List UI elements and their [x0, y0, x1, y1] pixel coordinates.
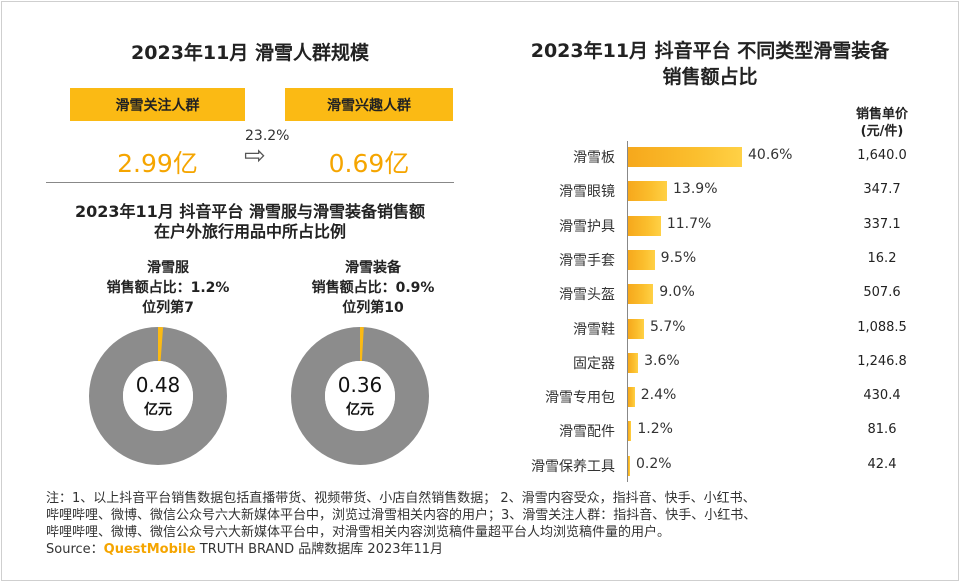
donut2-center-unit: 亿元: [346, 401, 374, 418]
donut2-rank: 位列第10: [342, 300, 404, 316]
donut1-share: 销售额占比：1.2%: [106, 280, 230, 296]
bar-category-label: 滑雪专用包: [545, 390, 615, 407]
follow-group-value: 2.99亿: [117, 149, 198, 178]
donut2-label: 滑雪装备 销售额占比：0.9% 位列第10: [288, 258, 458, 318]
bar-value-label: 13.9%: [673, 181, 718, 198]
ratio-label: 23.2%: [245, 128, 290, 144]
unit-price-label: 42.4: [867, 456, 897, 472]
chart-title-line2: 销售额占比: [662, 66, 758, 88]
unit-price-label: 507.6: [863, 285, 901, 301]
donut-chart-equipment: 0.36 亿元: [291, 327, 429, 465]
bar-value-label: 0.2%: [636, 455, 672, 472]
bar-category-label: 滑雪板: [573, 150, 615, 166]
donut1-label: 滑雪服 销售额占比：1.2% 位列第7: [88, 258, 248, 318]
unit-price-label: 1,640.0: [857, 148, 907, 163]
unit-price-label: 1,246.8: [857, 353, 907, 369]
chart-title-line1: 2023年11月 抖音平台 不同类型滑雪装备: [530, 40, 890, 62]
share-title-line2: 在户外旅行用品中所占比例: [153, 222, 346, 241]
questmobile-logo: QuestMobile: [103, 542, 196, 557]
donut1-center-unit: 亿元: [144, 401, 172, 418]
footnote-line3: 哔哩哔哩、微博、微信公众号六大新媒体平台中，对滑雪相关内容浏览稿件量超平台人均浏…: [46, 525, 671, 540]
bar-axis: [627, 141, 628, 482]
left-divider: [46, 182, 454, 183]
donut1-name: 滑雪服: [147, 260, 189, 276]
unit-price-label: 1,088.5: [857, 319, 907, 335]
bar: [628, 352, 639, 373]
arrow-right-icon: ⇨: [244, 141, 266, 171]
unit-price-label: 16.2: [867, 250, 897, 266]
bar: [628, 455, 630, 476]
bar-category-label: 滑雪保养工具: [531, 458, 615, 475]
price-header-line2: (元/件): [860, 124, 904, 139]
donut2-share: 销售额占比：0.9%: [311, 280, 435, 296]
bar-value-label: 11.7%: [666, 215, 712, 232]
footnote-line1: 注：1、以上抖音平台销售数据包括直播带货、视频带货、小店自然销售数据； 2、滑雪…: [46, 491, 756, 506]
price-header-line1: 销售单价: [855, 107, 908, 122]
unit-price-label: 337.1: [863, 216, 901, 232]
interest-group-box: 滑雪兴趣人群: [285, 88, 453, 121]
bar: [628, 249, 655, 270]
share-title-line1: 2023年11月 抖音平台 滑雪服与滑雪装备销售额: [75, 202, 425, 221]
footnote: 注：1、以上抖音平台销售数据包括直播带货、视频带货、小店自然销售数据； 2、滑雪…: [46, 490, 946, 558]
donut1-hole: [123, 361, 193, 431]
price-header: 销售单价 (元/件): [832, 106, 932, 140]
interest-group-value: 0.69亿: [328, 149, 410, 178]
bar: [628, 147, 742, 167]
donut2-share-slice: [291, 327, 429, 465]
source-suffix: TRUTH BRAND 品牌数据库 2023年11月: [195, 542, 444, 557]
donut1-rank: 位列第7: [142, 300, 194, 316]
bar: [628, 421, 632, 442]
equipment-chart-title: 2023年11月 抖音平台 不同类型滑雪装备 销售额占比: [490, 38, 930, 90]
bar-value-label: 1.2%: [637, 421, 673, 438]
bar-category-label: 滑雪配件: [559, 424, 615, 441]
bar: [628, 387, 635, 408]
population-title: 2023年11月 滑雪人群规模: [131, 42, 369, 64]
unit-price-label: 81.6: [867, 422, 897, 438]
unit-price-label: 430.4: [863, 388, 901, 404]
bar-value-label: 40.6%: [748, 147, 793, 163]
donut2-name: 滑雪装备: [345, 260, 401, 276]
bar: [628, 284, 654, 305]
source-line: Source：QuestMobile TRUTH BRAND 品牌数据库 202…: [46, 541, 946, 558]
bar-value-label: 9.0%: [659, 284, 695, 301]
bar-value-label: 9.5%: [660, 249, 697, 266]
share-title: 2023年11月 抖音平台 滑雪服与滑雪装备销售额 在户外旅行用品中所占比例: [30, 202, 470, 242]
bar-category-label: 滑雪鞋: [573, 321, 615, 338]
follow-group-box: 滑雪关注人群: [70, 88, 245, 121]
bar: [628, 318, 644, 339]
footnote-line2: 哔哩哔哩、微博、微信公众号六大新媒体平台中，浏览过滑雪相关内容的用户；3、滑雪关…: [46, 508, 757, 523]
source-prefix: Source：: [46, 542, 104, 557]
bar-category-label: 滑雪手套: [559, 252, 615, 269]
unit-price-label: 347.7: [863, 182, 901, 198]
donut-chart-clothing: 0.48 亿元: [89, 327, 227, 465]
bar: [628, 181, 668, 202]
donut2-center-value: 0.36: [338, 373, 383, 397]
bar-category-label: 滑雪头盔: [559, 287, 615, 304]
bar-category-label: 滑雪护具: [559, 218, 615, 235]
bar: [628, 215, 661, 236]
bar-value-label: 5.7%: [650, 318, 686, 335]
bar-category-label: 滑雪眼镜: [559, 184, 615, 201]
bar-value-label: 2.4%: [640, 387, 677, 404]
donut2-hole: [325, 361, 395, 431]
donut1-share-slice: [89, 327, 227, 465]
bar-category-label: 固定器: [573, 355, 615, 372]
bar-value-label: 3.6%: [644, 352, 680, 369]
donut1-center-value: 0.48: [136, 373, 181, 397]
